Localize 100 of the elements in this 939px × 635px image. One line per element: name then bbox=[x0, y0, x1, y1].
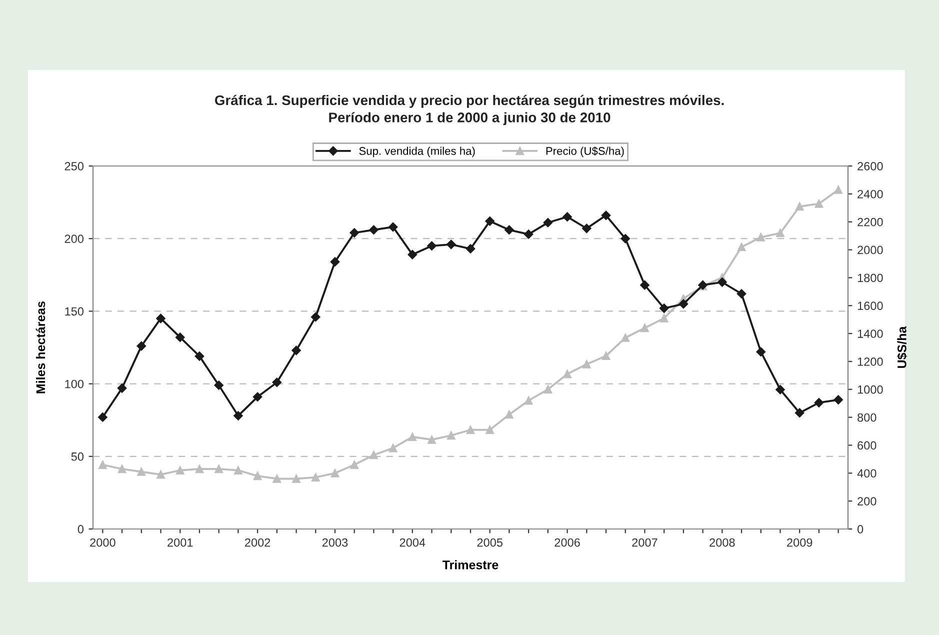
legend-label: Precio (U$S/ha) bbox=[546, 146, 624, 158]
point bbox=[504, 225, 514, 235]
y-tick-label: 150 bbox=[65, 307, 84, 316]
point bbox=[388, 222, 398, 232]
y2-tick-label: 1400 bbox=[858, 330, 883, 338]
point bbox=[311, 312, 320, 322]
point bbox=[640, 324, 649, 332]
x-tick-label: 2001 bbox=[168, 538, 193, 547]
x-tick-label: 2004 bbox=[400, 538, 426, 547]
point bbox=[524, 396, 533, 405]
point bbox=[234, 466, 242, 475]
y2-tick-label: 1800 bbox=[858, 274, 883, 282]
point bbox=[292, 474, 300, 483]
y2-tick-label: 2000 bbox=[858, 246, 883, 254]
y2-tick-label: 600 bbox=[858, 441, 876, 450]
point bbox=[428, 435, 436, 444]
point bbox=[562, 212, 572, 222]
point bbox=[660, 314, 668, 322]
point bbox=[350, 228, 359, 238]
point bbox=[446, 240, 456, 250]
point bbox=[272, 474, 282, 483]
point bbox=[640, 280, 650, 290]
y2-tick-label: 400 bbox=[857, 469, 876, 478]
point bbox=[736, 289, 746, 298]
point bbox=[98, 460, 107, 469]
point bbox=[175, 332, 185, 342]
y2-tick-label: 1000 bbox=[858, 385, 883, 394]
x-tick-label: 2008 bbox=[710, 538, 735, 547]
x-tick-label: 2000 bbox=[90, 538, 116, 547]
point bbox=[582, 360, 591, 368]
point bbox=[253, 472, 262, 480]
point bbox=[330, 257, 340, 266]
point bbox=[776, 384, 785, 394]
point bbox=[601, 210, 611, 220]
point bbox=[214, 380, 224, 390]
point bbox=[350, 460, 359, 469]
point bbox=[292, 346, 301, 356]
x-tick-label: 2003 bbox=[322, 538, 348, 547]
point bbox=[427, 241, 436, 250]
point bbox=[408, 432, 417, 442]
point bbox=[466, 426, 475, 434]
y2-axis-title: U$S/ha bbox=[896, 326, 908, 368]
point bbox=[388, 444, 398, 452]
point bbox=[136, 341, 146, 351]
point bbox=[118, 464, 126, 474]
point bbox=[814, 398, 824, 408]
point bbox=[194, 352, 204, 361]
x-axis-title: Trimestre bbox=[442, 560, 498, 570]
point bbox=[756, 347, 766, 356]
point bbox=[176, 466, 184, 475]
point bbox=[795, 202, 804, 211]
y-tick-label: 0 bbox=[78, 525, 84, 534]
point bbox=[485, 216, 494, 226]
point bbox=[756, 233, 766, 242]
point bbox=[446, 431, 456, 440]
point bbox=[659, 304, 669, 313]
point bbox=[776, 228, 784, 238]
point bbox=[311, 473, 320, 482]
x-tick-label: 2002 bbox=[245, 538, 270, 547]
point bbox=[214, 464, 223, 474]
point bbox=[602, 352, 610, 360]
point bbox=[369, 225, 378, 235]
point bbox=[195, 464, 204, 474]
point bbox=[98, 412, 108, 422]
y2-tick-label: 0 bbox=[857, 525, 864, 534]
point bbox=[272, 378, 282, 387]
point bbox=[234, 411, 243, 420]
point bbox=[137, 468, 146, 476]
point bbox=[794, 408, 804, 418]
point bbox=[678, 299, 688, 309]
y2-tick-label: 2200 bbox=[858, 218, 883, 226]
y2-tick-label: 2400 bbox=[858, 190, 883, 198]
y-tick-label: 250 bbox=[64, 162, 84, 170]
chart-title: Gráfica 1. Superficie vendida y precio por hectárea según trimestres móviles. Período enero 1 de 2000 a junio 30 de 2010 bbox=[214, 94, 724, 126]
point bbox=[330, 468, 340, 478]
point bbox=[117, 384, 127, 393]
point bbox=[582, 224, 592, 234]
point bbox=[370, 450, 378, 460]
point bbox=[486, 426, 494, 434]
point bbox=[524, 230, 534, 239]
y2-tick-label: 1200 bbox=[858, 357, 883, 366]
y2-tick-label: 2600 bbox=[858, 162, 883, 170]
point bbox=[814, 200, 824, 208]
y-tick-label: 50 bbox=[71, 452, 84, 461]
point bbox=[544, 385, 552, 394]
point bbox=[737, 242, 746, 252]
point bbox=[543, 218, 553, 228]
point bbox=[621, 334, 630, 342]
point bbox=[834, 395, 843, 404]
y-axis-title: Miles hectáreas bbox=[36, 301, 46, 394]
x-tick-label: 2005 bbox=[477, 538, 502, 547]
y2-tick-label: 200 bbox=[858, 497, 876, 506]
point bbox=[466, 244, 476, 254]
legend-label: Sup. vendida (miles ha) bbox=[359, 146, 475, 158]
y2-tick-label: 800 bbox=[858, 413, 876, 422]
point bbox=[563, 370, 572, 378]
point bbox=[252, 392, 262, 402]
y-tick-label: 200 bbox=[64, 234, 84, 243]
x-tick-label: 2007 bbox=[632, 538, 658, 547]
point bbox=[834, 186, 842, 194]
